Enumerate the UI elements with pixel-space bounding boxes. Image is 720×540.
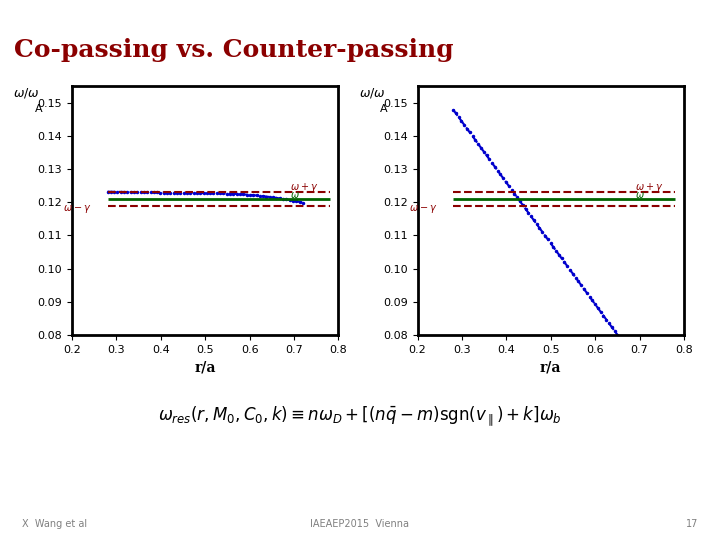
X-axis label: r/a: r/a	[194, 360, 216, 374]
Text: $\omega$: $\omega$	[289, 190, 300, 200]
Text: counter-passing: counter-passing	[430, 56, 593, 74]
Text: co-passing: co-passing	[90, 56, 198, 74]
Text: $\omega+\gamma$: $\omega+\gamma$	[289, 181, 318, 194]
Text: $\omega+\gamma$: $\omega+\gamma$	[635, 181, 664, 194]
Text: Co-passing vs. Counter-passing: Co-passing vs. Counter-passing	[14, 38, 454, 62]
Text: $\omega/\omega$: $\omega/\omega$	[14, 86, 40, 100]
Text: IPP: IPP	[581, 35, 614, 52]
Text: $\omega_{res}(r,M_0,C_0,k) \equiv n\omega_D + [(n\bar{q} - m)\mathrm{sgn}(v_\par: $\omega_{res}(r,M_0,C_0,k) \equiv n\omeg…	[158, 404, 562, 428]
Text: $\omega$: $\omega$	[635, 190, 645, 200]
Text: $\omega-\gamma$: $\omega-\gamma$	[409, 202, 437, 214]
Text: 17: 17	[686, 519, 698, 529]
Text: A: A	[380, 104, 388, 114]
Text: IAEAEP2015  Vienna: IAEAEP2015 Vienna	[310, 519, 410, 529]
X-axis label: r/a: r/a	[540, 360, 562, 374]
Text: A: A	[35, 104, 42, 114]
Text: $\omega-\gamma$: $\omega-\gamma$	[63, 202, 91, 214]
Text: $\omega/\omega$: $\omega/\omega$	[359, 86, 386, 100]
Text: X  Wang et al: X Wang et al	[22, 519, 86, 529]
